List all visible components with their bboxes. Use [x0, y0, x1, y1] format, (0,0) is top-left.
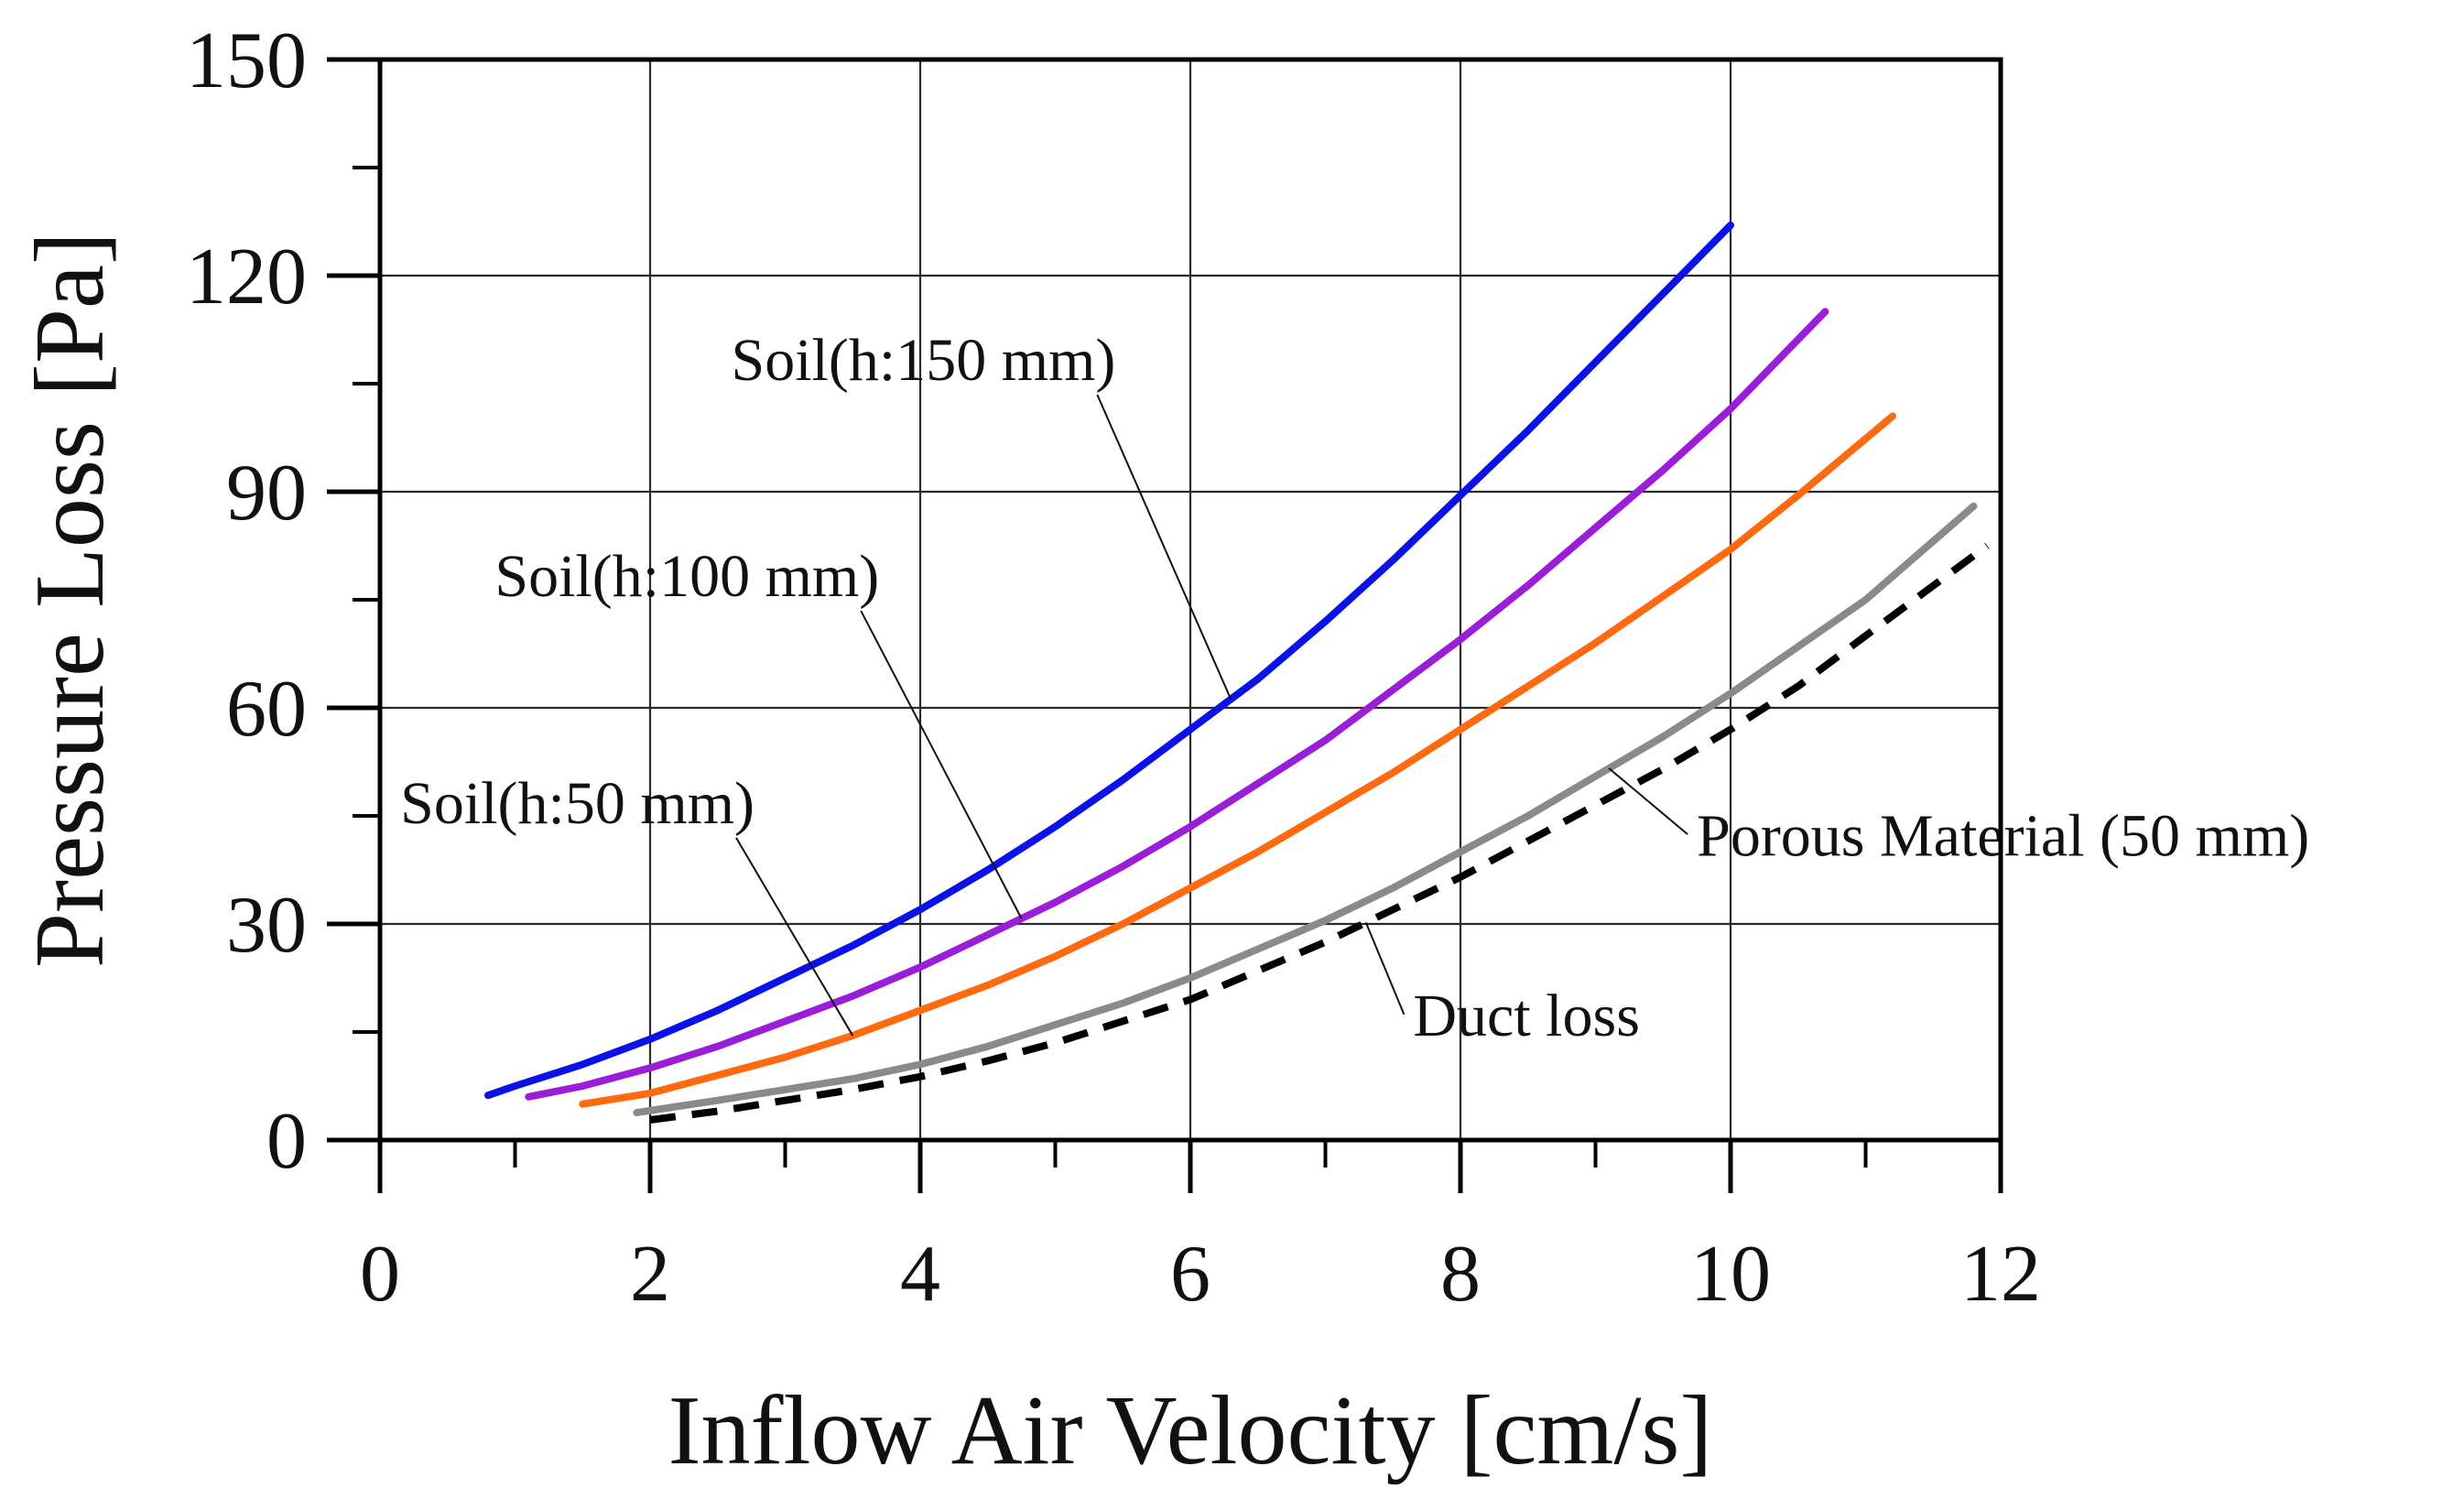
- annotation-leader-line-1: [860, 610, 1023, 919]
- x-tick-label: 6: [1170, 1230, 1210, 1319]
- series-annotation-0: Soil(h:150 mm): [732, 327, 1116, 394]
- series-line-0: [484, 221, 1734, 1100]
- x-tick-label: 2: [630, 1230, 670, 1319]
- annotation-leader-line-4: [1364, 922, 1406, 1016]
- y-tick-label: 30: [226, 881, 307, 970]
- series-annotation-1: Soil(h:100 mm): [494, 543, 879, 610]
- series-annotations: Soil(h:150 mm) Soil(h:100 mm) Soil(h:50 mm…: [400, 327, 2309, 1049]
- annotation-leader-line-0: [1096, 394, 1232, 700]
- x-tick-label: 10: [1690, 1230, 1771, 1319]
- x-axis-title: Inflow Air Velocity [cm/s]: [668, 1376, 1713, 1485]
- series-line-4: [649, 542, 1990, 1124]
- series-annotation-2: Soil(h:50 mm): [400, 770, 754, 837]
- y-tick-label: 0: [266, 1097, 307, 1186]
- x-tick-label: 8: [1440, 1230, 1481, 1319]
- series-annotation-4: Duct loss: [1413, 983, 1640, 1049]
- y-tick-label: 60: [226, 665, 307, 754]
- grid-lines: [380, 60, 2001, 1140]
- data-series: [484, 221, 1990, 1124]
- series-line-2: [579, 412, 1896, 1108]
- x-tick-label: 0: [360, 1230, 400, 1319]
- y-tick-label: 150: [186, 16, 307, 105]
- y-tick-label: 90: [226, 449, 307, 538]
- x-tick-label: 4: [900, 1230, 940, 1319]
- y-axis-title: Pressure Loss [Pa]: [16, 232, 125, 968]
- x-tick-label: 12: [1960, 1230, 2041, 1319]
- series-line-3: [633, 502, 1978, 1117]
- series-line-1: [525, 308, 1829, 1101]
- series-annotation-3: Porous Material (50 mm): [1697, 802, 2309, 869]
- y-tick-label: 120: [186, 233, 307, 321]
- annotation-leader-line-3: [1608, 767, 1688, 835]
- annotation-leader-line-2: [735, 837, 854, 1037]
